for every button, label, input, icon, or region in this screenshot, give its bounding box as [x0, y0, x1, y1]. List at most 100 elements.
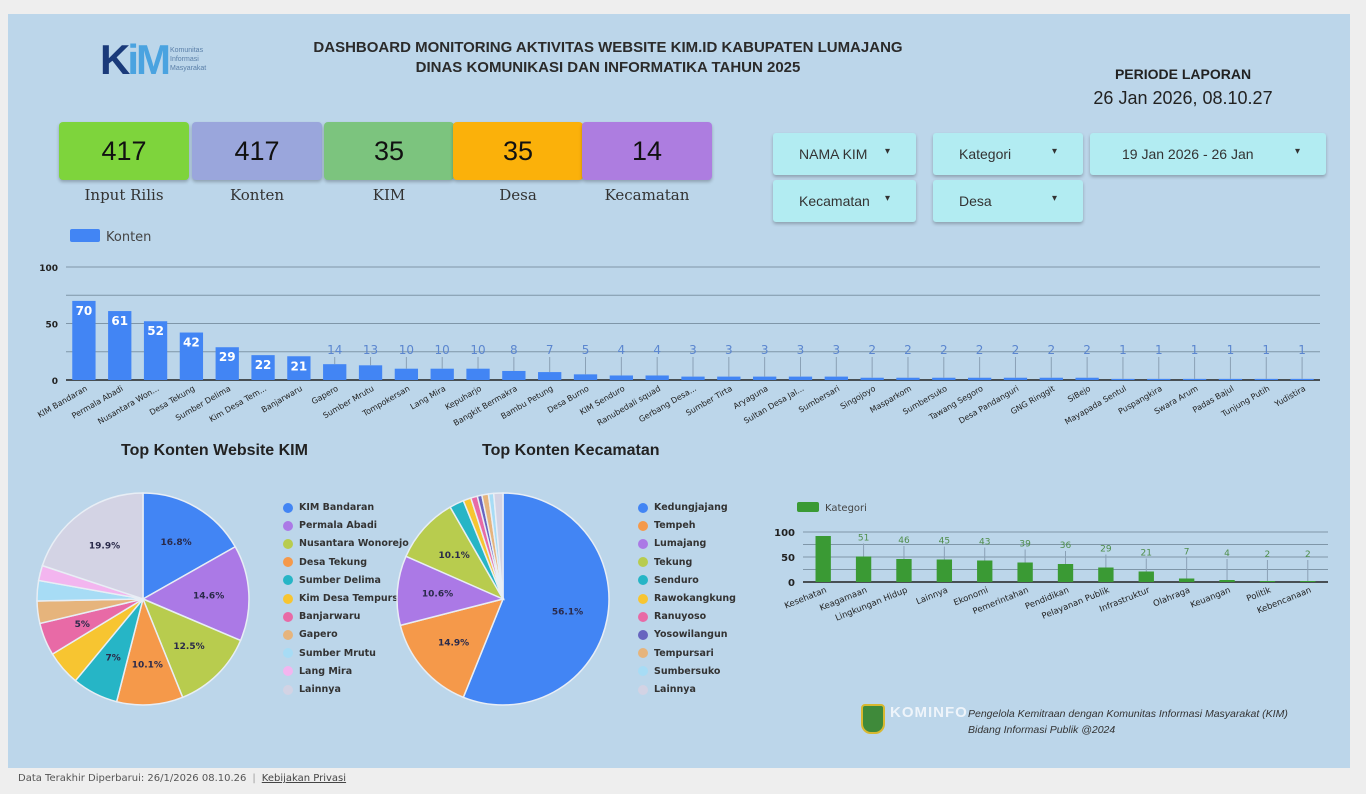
x-category-label: Desa Pandanguri	[957, 384, 1020, 426]
pie-slice	[141, 545, 250, 642]
bar	[932, 377, 956, 380]
title-line-1: DASHBOARD MONITORING AKTIVITAS WEBSITE K…	[313, 39, 903, 56]
bar-value-label: 2	[1012, 343, 1020, 357]
bar-value-label: 3	[725, 343, 733, 357]
bar-value-label: 46	[898, 536, 910, 546]
kpi-value: 417	[234, 135, 280, 166]
bar-value-label: 42	[183, 336, 200, 350]
legend-color-dot	[283, 666, 293, 677]
legend-item: Lainnya	[283, 684, 341, 695]
footer-text: Pengelola Kemitraan dengan Komunitas Inf…	[968, 706, 1328, 738]
bar	[1039, 377, 1063, 380]
bar	[1254, 378, 1278, 380]
bar	[287, 356, 311, 380]
bar-value-label: 2	[976, 343, 984, 357]
legend-label: Desa Tekung	[299, 556, 368, 568]
kategori-bar-chart: Kategori050100Kesehatan51Keagamaan46Ling…	[774, 502, 1328, 624]
bar	[358, 365, 383, 380]
bar-value-label: 2	[1047, 343, 1055, 357]
x-category-label: Mayapada Sentul	[1063, 384, 1128, 427]
legend-color-dot	[638, 538, 648, 549]
bar	[323, 364, 347, 380]
bar	[1111, 378, 1135, 380]
kpi-label: Input Rilis	[84, 186, 164, 204]
filter-label: Kategori	[959, 146, 1012, 162]
bar-value-label: 61	[111, 314, 128, 328]
chevron-down-icon: ▾	[1051, 193, 1057, 204]
legend-label: Sumber Delima	[299, 574, 381, 586]
bar	[1147, 378, 1171, 380]
legend-label: Kedungjajang	[654, 502, 728, 513]
bar	[179, 332, 204, 380]
bar	[1219, 580, 1235, 582]
bar	[1017, 562, 1033, 582]
bar-value-label: 2	[1083, 343, 1091, 357]
pie-data-label: 10.1%	[132, 661, 163, 671]
legend-label: Lainnya	[654, 684, 696, 695]
legend-color-dot	[638, 611, 648, 622]
legend-label: Tempeh	[654, 520, 696, 532]
filter-kategori[interactable]: Kategori ▾	[933, 133, 1083, 175]
x-category-label: Nusantara Won...	[96, 384, 160, 426]
logo-subtext-3: Masyarakat	[170, 65, 207, 72]
x-category-label: Yudistira	[1272, 384, 1307, 409]
x-category-label: SiBejo	[1066, 384, 1092, 404]
privacy-policy-link[interactable]: Kebijakan Privasi	[261, 773, 347, 784]
legend-label: Senduro	[654, 574, 699, 586]
chevron-down-icon: ▾	[1294, 146, 1300, 157]
dashboard-canvas: KiM Komunitas Informasi Masyarakat DASHB…	[8, 14, 1350, 768]
pie-slice	[492, 492, 504, 600]
filter-label: 19 Jan 2026 - 26 Jan	[1122, 146, 1254, 162]
legend-item: Nusantara Wonorejo	[283, 538, 409, 549]
bar	[430, 368, 454, 380]
legend-color-dot	[283, 520, 293, 531]
kpi-label: Konten	[229, 186, 285, 204]
legend-item: Tempeh	[638, 520, 696, 531]
legend-item: Senduro	[638, 575, 699, 586]
legend-color-dot	[283, 575, 293, 586]
x-category-label: Olahraga	[1152, 586, 1192, 610]
bar-value-label: 3	[761, 343, 769, 357]
pie-data-label: 56.1%	[552, 608, 583, 618]
pie-data-label: 7%	[106, 654, 121, 664]
kpi-input-rilis: 417	[59, 122, 189, 180]
filter-label: Kecamatan	[799, 193, 870, 209]
y-tick-label: 0	[788, 578, 795, 589]
pie-data-label: 10.1%	[438, 551, 469, 561]
bar-value-label: 10	[399, 343, 414, 357]
bar	[824, 376, 848, 380]
bar-value-label: 14	[327, 343, 342, 357]
chevron-down-icon: ▾	[884, 193, 890, 204]
legend-item: Banjarwaru	[283, 611, 360, 622]
legend-label: Kim Desa Tempurs...	[299, 593, 409, 604]
pie-data-label: 5%	[75, 620, 90, 630]
legend-color-dot	[638, 575, 648, 586]
bar-value-label: 3	[832, 343, 840, 357]
y-tick-label: 50	[45, 321, 58, 331]
filter-kecamatan[interactable]: Kecamatan ▾	[773, 180, 916, 222]
pie-slice	[142, 492, 237, 601]
bar	[788, 376, 813, 380]
bar	[645, 375, 669, 380]
bar	[1075, 377, 1099, 380]
legend-label: Tekung	[654, 556, 693, 568]
footer-line-2: Bidang Informasi Publik @2024	[968, 724, 1116, 736]
legend-label: Lang Mira	[299, 665, 353, 677]
bar-value-label: 5	[582, 343, 590, 357]
x-category-label: Bangkit Bermakra	[452, 384, 519, 428]
logo-subtext-1: Komunitas	[170, 47, 204, 54]
bar-value-label: 22	[255, 358, 272, 372]
bar	[1182, 378, 1207, 380]
filter-desa[interactable]: Desa ▾	[933, 180, 1083, 222]
filter-date-range[interactable]: 19 Jan 2026 - 26 Jan ▾	[1090, 133, 1326, 175]
filter-nama-kim[interactable]: NAMA KIM ▾	[773, 133, 916, 175]
legend-item: Sumber Delima	[283, 575, 381, 586]
legend-item: Ranuyoso	[638, 611, 706, 622]
legend-label: Yosowilangun	[654, 629, 728, 641]
legend-color-dot	[638, 648, 648, 659]
legend-label: Kategori	[825, 503, 867, 514]
legend-label: Tempursari	[654, 647, 714, 659]
kominfo-logo: KOMINFO	[890, 705, 967, 720]
bar	[815, 536, 831, 582]
